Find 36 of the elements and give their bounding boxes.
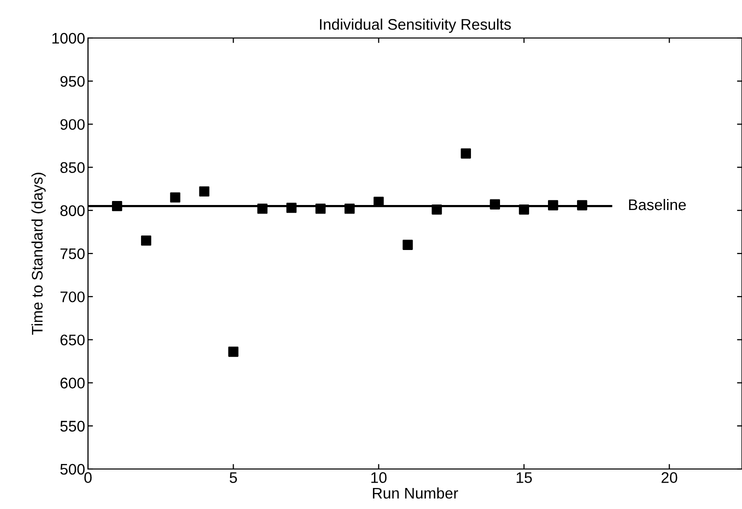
y-tick-label: 900 — [60, 119, 85, 130]
point — [199, 186, 210, 197]
point — [518, 204, 530, 215]
point — [577, 200, 588, 210]
y-tick-label: 800 — [60, 205, 85, 216]
point — [490, 199, 500, 210]
chart-title: Individual Sensitivity Results — [320, 18, 511, 33]
x-tick-label: 5 — [230, 472, 237, 483]
y-axis-title: Time to Standard (days) — [31, 172, 46, 335]
x-tick-label: 15 — [516, 472, 532, 483]
point — [286, 202, 297, 213]
point — [257, 204, 268, 214]
y-tick-label: 850 — [60, 162, 85, 173]
point — [344, 204, 355, 214]
y-tick-label: 700 — [60, 291, 85, 302]
x-tick-label: 0 — [84, 472, 92, 483]
y-tick-label: 1000 — [52, 32, 85, 44]
y-tick-label: 750 — [60, 248, 85, 260]
point — [548, 200, 558, 210]
y-tick-label: 950 — [60, 76, 85, 87]
y-tick-label: 650 — [60, 334, 85, 346]
point — [460, 148, 471, 159]
x-axis-title: Run Number — [372, 487, 458, 499]
series-label: Baseline — [629, 198, 686, 210]
point — [315, 204, 326, 214]
y-tick-label: 550 — [60, 420, 85, 432]
point — [402, 240, 413, 250]
point — [432, 204, 442, 215]
point — [141, 235, 152, 246]
x-tick-label: 20 — [662, 472, 678, 483]
y-tick-label: 500 — [60, 464, 85, 475]
point — [170, 192, 180, 203]
y-tick-label: 600 — [60, 378, 85, 388]
point — [112, 201, 122, 212]
point — [228, 346, 238, 357]
x-tick-label: 10 — [371, 472, 387, 483]
